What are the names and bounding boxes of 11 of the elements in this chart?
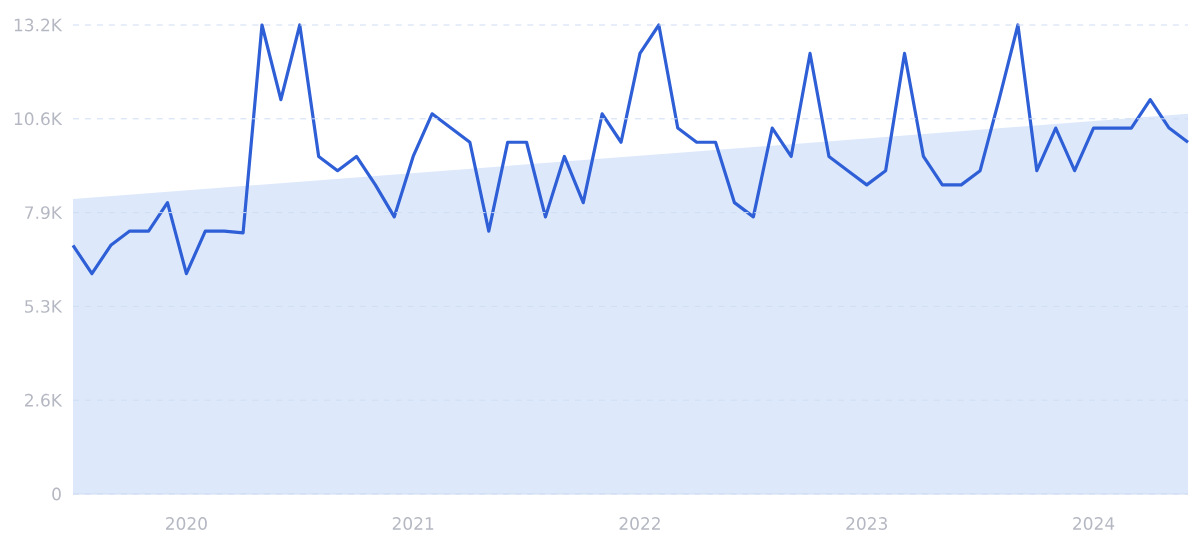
x-tick-label: 2020 <box>166 517 207 530</box>
x-tick-label: 2024 <box>1073 517 1115 530</box>
y-tick-label: 10.6K <box>14 112 63 126</box>
y-tick-label: 7.9K <box>25 206 63 220</box>
x-tick-label: 2023 <box>846 517 888 530</box>
y-tick-label: 5.3K <box>25 299 63 313</box>
x-tick-label: 2022 <box>619 517 660 530</box>
y-tick-label: 13.2K <box>14 18 63 32</box>
y-tick-label: 2.6K <box>25 393 63 407</box>
y-tick-label: 0 <box>52 487 61 501</box>
x-tick-label: 2021 <box>392 517 434 530</box>
